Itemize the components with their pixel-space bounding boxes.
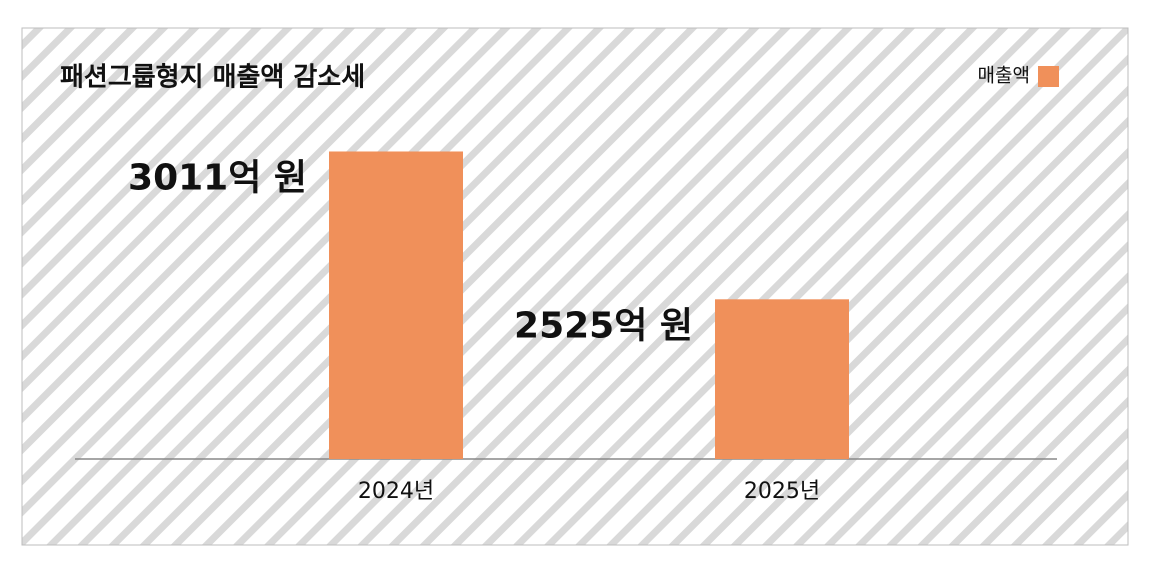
chart-frame — [21, 27, 1129, 546]
x-tick-label: 2025년 — [744, 479, 820, 504]
bar — [715, 299, 849, 459]
x-tick-label: 2024년 — [358, 479, 434, 504]
legend-label: 매출액 — [978, 65, 1030, 87]
value-label: 3011억 원 — [128, 157, 307, 198]
chart-title: 패션그룹형지 매출액 감소세 — [60, 63, 365, 93]
bar — [329, 151, 463, 460]
legend-swatch — [1038, 66, 1059, 87]
value-label: 2525억 원 — [514, 305, 693, 346]
